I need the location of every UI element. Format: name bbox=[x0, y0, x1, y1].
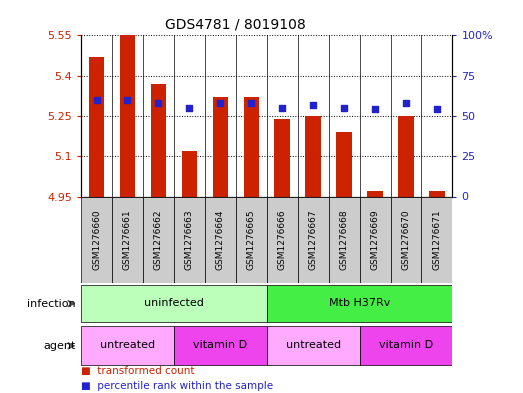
Text: GSM1276660: GSM1276660 bbox=[92, 209, 101, 270]
FancyBboxPatch shape bbox=[112, 196, 143, 283]
Point bbox=[371, 107, 379, 113]
Text: GSM1276662: GSM1276662 bbox=[154, 209, 163, 270]
FancyBboxPatch shape bbox=[174, 326, 267, 365]
FancyBboxPatch shape bbox=[267, 285, 452, 322]
Bar bbox=[181, 151, 197, 196]
Text: untreated: untreated bbox=[100, 340, 155, 350]
Point bbox=[433, 107, 441, 113]
Point bbox=[123, 97, 132, 103]
Bar bbox=[244, 97, 259, 196]
Text: ■  percentile rank within the sample: ■ percentile rank within the sample bbox=[81, 381, 273, 391]
Text: ■  transformed count: ■ transformed count bbox=[81, 366, 195, 376]
Point bbox=[93, 97, 101, 103]
Point bbox=[309, 101, 317, 108]
FancyBboxPatch shape bbox=[81, 196, 112, 283]
Bar bbox=[275, 119, 290, 196]
FancyBboxPatch shape bbox=[174, 196, 205, 283]
Text: GSM1276661: GSM1276661 bbox=[123, 209, 132, 270]
Text: agent: agent bbox=[43, 341, 76, 351]
FancyBboxPatch shape bbox=[205, 196, 236, 283]
Bar bbox=[212, 97, 228, 196]
Bar bbox=[89, 57, 104, 196]
FancyBboxPatch shape bbox=[422, 196, 452, 283]
Bar bbox=[429, 191, 445, 196]
Text: GSM1276668: GSM1276668 bbox=[339, 209, 349, 270]
Point bbox=[216, 100, 224, 106]
FancyBboxPatch shape bbox=[298, 196, 328, 283]
FancyBboxPatch shape bbox=[391, 196, 422, 283]
Text: GSM1276667: GSM1276667 bbox=[309, 209, 317, 270]
Text: GSM1276666: GSM1276666 bbox=[278, 209, 287, 270]
FancyBboxPatch shape bbox=[360, 196, 391, 283]
Bar bbox=[398, 116, 414, 196]
FancyBboxPatch shape bbox=[236, 196, 267, 283]
Text: untreated: untreated bbox=[286, 340, 340, 350]
Text: Mtb H37Rv: Mtb H37Rv bbox=[329, 298, 390, 308]
Point bbox=[340, 105, 348, 111]
Bar bbox=[120, 35, 135, 197]
Text: GSM1276669: GSM1276669 bbox=[370, 209, 380, 270]
Point bbox=[185, 105, 194, 111]
FancyBboxPatch shape bbox=[143, 196, 174, 283]
FancyBboxPatch shape bbox=[81, 326, 174, 365]
Text: GDS4781 / 8019108: GDS4781 / 8019108 bbox=[165, 18, 306, 32]
FancyBboxPatch shape bbox=[360, 326, 452, 365]
Bar bbox=[336, 132, 352, 196]
FancyBboxPatch shape bbox=[267, 326, 360, 365]
Text: infection: infection bbox=[27, 299, 76, 309]
Bar bbox=[151, 84, 166, 196]
Text: GSM1276663: GSM1276663 bbox=[185, 209, 194, 270]
Point bbox=[154, 100, 163, 106]
FancyBboxPatch shape bbox=[267, 196, 298, 283]
Point bbox=[402, 100, 410, 106]
FancyBboxPatch shape bbox=[328, 196, 360, 283]
Bar bbox=[367, 191, 383, 196]
Point bbox=[247, 100, 255, 106]
Text: GSM1276670: GSM1276670 bbox=[402, 209, 411, 270]
Bar bbox=[305, 116, 321, 196]
Text: uninfected: uninfected bbox=[144, 298, 204, 308]
Text: GSM1276665: GSM1276665 bbox=[247, 209, 256, 270]
Text: vitamin D: vitamin D bbox=[379, 340, 433, 350]
Text: GSM1276671: GSM1276671 bbox=[433, 209, 441, 270]
Point bbox=[278, 105, 287, 111]
FancyBboxPatch shape bbox=[81, 285, 267, 322]
Text: vitamin D: vitamin D bbox=[194, 340, 247, 350]
Text: GSM1276664: GSM1276664 bbox=[216, 209, 225, 270]
